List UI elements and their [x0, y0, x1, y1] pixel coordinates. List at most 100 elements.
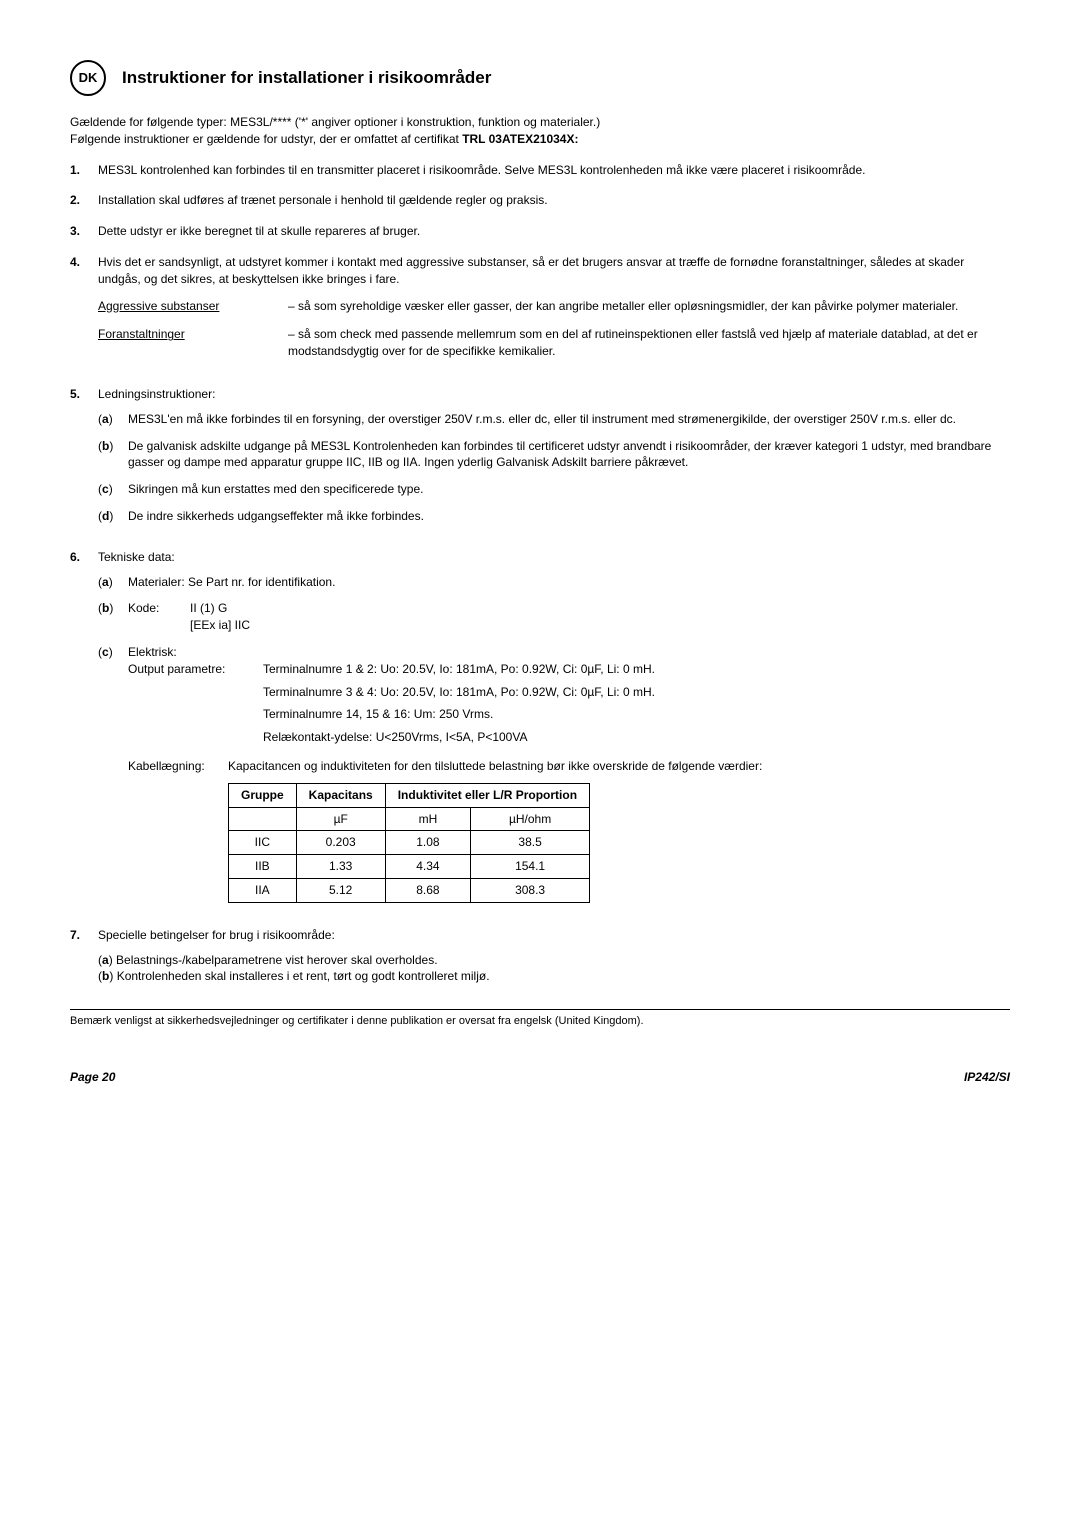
cell: 38.5	[471, 831, 590, 855]
sub-6a: (a)Materialer: Se Part nr. for identifik…	[98, 574, 1010, 591]
output-label: Output parametre:	[128, 661, 263, 752]
sub-letter: (a)	[98, 411, 128, 428]
item-body: Tekniske data: (a)Materialer: Se Part nr…	[98, 549, 1010, 913]
output-row: Output parametre: Terminalnumre 1 & 2: U…	[128, 661, 1010, 752]
sub-5d: (d)De indre sikkerheds udgangseffekter m…	[98, 508, 1010, 525]
cell: 308.3	[471, 878, 590, 902]
def-row-1: Aggressive substanser – så som syreholdi…	[98, 298, 1010, 315]
footer-left: Page 20	[70, 1069, 115, 1086]
item-5: 5. Ledningsinstruktioner: (a)MES3L'en må…	[70, 386, 1010, 535]
item-body: Dette udstyr er ikke beregnet til at sku…	[98, 223, 1010, 240]
th-gruppe: Gruppe	[229, 783, 297, 807]
item-num: 6.	[70, 549, 98, 913]
item-body: Hvis det er sandsynligt, at udstyret kom…	[98, 254, 1010, 372]
sub-body: Elektrisk: Output parametre: Terminalnum…	[128, 644, 1010, 903]
def-row-2: Foranstaltninger – så som check med pass…	[98, 326, 1010, 360]
out-line-3: Terminalnumre 14, 15 & 16: Um: 250 Vrms.	[263, 706, 655, 723]
sub-7a: (a) Belastnings-/kabelparametrene vist h…	[98, 952, 1010, 969]
table-units-row: µF mH µH/ohm	[229, 807, 590, 831]
footnote: Bemærk venligst at sikkerhedsvejledninge…	[70, 1014, 1010, 1029]
sub-letter: (b)	[98, 438, 128, 472]
ltr-a: a	[102, 412, 109, 426]
cell: µF	[296, 807, 385, 831]
item-6: 6. Tekniske data: (a)Materialer: Se Part…	[70, 549, 1010, 913]
def-term: Aggressive substanser	[98, 298, 288, 315]
intro-2b: TRL 03ATEX21034X:	[462, 132, 578, 146]
elektrisk-label: Elektrisk:	[128, 644, 1010, 661]
item-num: 1.	[70, 162, 98, 179]
ltr-b: b	[102, 601, 109, 615]
sub-body: Kode: II (1) G [EEx ia] IIC	[128, 600, 1010, 634]
kode-values: II (1) G [EEx ia] IIC	[190, 600, 250, 634]
cell: 4.34	[385, 855, 470, 879]
sub-body: Sikringen må kun erstattes med den speci…	[128, 481, 1010, 498]
sub-7b: (b) Kontrolenheden skal installeres i et…	[98, 968, 1010, 985]
item-num: 2.	[70, 192, 98, 209]
kode-label: Kode:	[128, 600, 190, 634]
item-4-text: Hvis det er sandsynligt, at udstyret kom…	[98, 254, 1010, 288]
cell: 8.68	[385, 878, 470, 902]
cell: IIC	[229, 831, 297, 855]
sub-letter: (c)	[98, 644, 128, 903]
def-desc: – så som syreholdige væsker eller gasser…	[288, 298, 1010, 315]
table-header-row: Gruppe Kapacitans Induktivitet eller L/R…	[229, 783, 590, 807]
sub-letter: (c)	[98, 481, 128, 498]
footer-right: IP242/SI	[964, 1069, 1010, 1086]
language-badge: DK	[70, 60, 106, 96]
cell: 5.12	[296, 878, 385, 902]
kode-v2: [EEx ia] IIC	[190, 617, 250, 634]
item-7-heading: Specielle betingelser for brug i risikoo…	[98, 927, 1010, 944]
item-num: 5.	[70, 386, 98, 535]
sub-body: De galvanisk adskilte udgange på MES3L K…	[128, 438, 1010, 472]
sub-body: Materialer: Se Part nr. for identifikati…	[128, 574, 1010, 591]
sub-5b: (b)De galvanisk adskilte udgange på MES3…	[98, 438, 1010, 472]
cell: 1.08	[385, 831, 470, 855]
item-7: 7. Specielle betingelser for brug i risi…	[70, 927, 1010, 985]
output-lines: Terminalnumre 1 & 2: Uo: 20.5V, Io: 181m…	[263, 661, 655, 752]
ltr-a: a	[102, 953, 109, 967]
cell: 1.33	[296, 855, 385, 879]
definitions: Aggressive substanser – så som syreholdi…	[98, 298, 1010, 360]
sub-list-6: (a)Materialer: Se Part nr. for identifik…	[98, 574, 1010, 903]
sub-letter: (d)	[98, 508, 128, 525]
kabel-row: Kabellægning: Kapacitancen og induktivit…	[128, 758, 1010, 775]
cell	[229, 807, 297, 831]
intro-block: Gældende for følgende typer: MES3L/**** …	[70, 114, 1010, 148]
kabel-label: Kabellægning:	[128, 758, 228, 775]
item-body: Installation skal udføres af trænet pers…	[98, 192, 1010, 209]
item-body: MES3L kontrolenhed kan forbindes til en …	[98, 162, 1010, 179]
title-row: DK Instruktioner for installationer i ri…	[70, 60, 1010, 96]
cell: IIA	[229, 878, 297, 902]
page-footer: Page 20 IP242/SI	[70, 1069, 1010, 1086]
kode-v1: II (1) G	[190, 600, 250, 617]
sub-7b-text: Kontrolenheden skal installeres i et ren…	[117, 969, 490, 983]
cell: IIB	[229, 855, 297, 879]
item-num: 7.	[70, 927, 98, 985]
sub-7a-text: Belastnings-/kabelparametrene vist herov…	[116, 953, 438, 967]
item-1: 1. MES3L kontrolenhed kan forbindes til …	[70, 162, 1010, 179]
item-6-heading: Tekniske data:	[98, 549, 1010, 566]
sub-list-5: (a)MES3L'en må ikke forbindes til en for…	[98, 411, 1010, 525]
item-body: Specielle betingelser for brug i risikoo…	[98, 927, 1010, 985]
item-4: 4. Hvis det er sandsynligt, at udstyret …	[70, 254, 1010, 372]
item-body: Ledningsinstruktioner: (a)MES3L'en må ik…	[98, 386, 1010, 535]
table-row: IIB 1.33 4.34 154.1	[229, 855, 590, 879]
cell: 154.1	[471, 855, 590, 879]
intro-line-1: Gældende for følgende typer: MES3L/**** …	[70, 114, 1010, 131]
sub-5a: (a)MES3L'en må ikke forbindes til en for…	[98, 411, 1010, 428]
ltr-d: d	[102, 509, 109, 523]
th-induktivitet: Induktivitet eller L/R Proportion	[385, 783, 589, 807]
item-5-heading: Ledningsinstruktioner:	[98, 386, 1010, 403]
sub-6c: (c) Elektrisk: Output parametre: Termina…	[98, 644, 1010, 903]
cell: 0.203	[296, 831, 385, 855]
ltr-b: b	[102, 439, 109, 453]
ltr-a: a	[102, 575, 109, 589]
out-line-2: Terminalnumre 3 & 4: Uo: 20.5V, Io: 181m…	[263, 684, 655, 701]
sub-6b: (b) Kode: II (1) G [EEx ia] IIC	[98, 600, 1010, 634]
cell: µH/ohm	[471, 807, 590, 831]
sub-body: De indre sikkerheds udgangseffekter må i…	[128, 508, 1010, 525]
page-title: Instruktioner for installationer i risik…	[122, 66, 491, 90]
sub-letter: (a)	[98, 574, 128, 591]
th-kapacitans: Kapacitans	[296, 783, 385, 807]
kode-row: Kode: II (1) G [EEx ia] IIC	[128, 600, 1010, 634]
